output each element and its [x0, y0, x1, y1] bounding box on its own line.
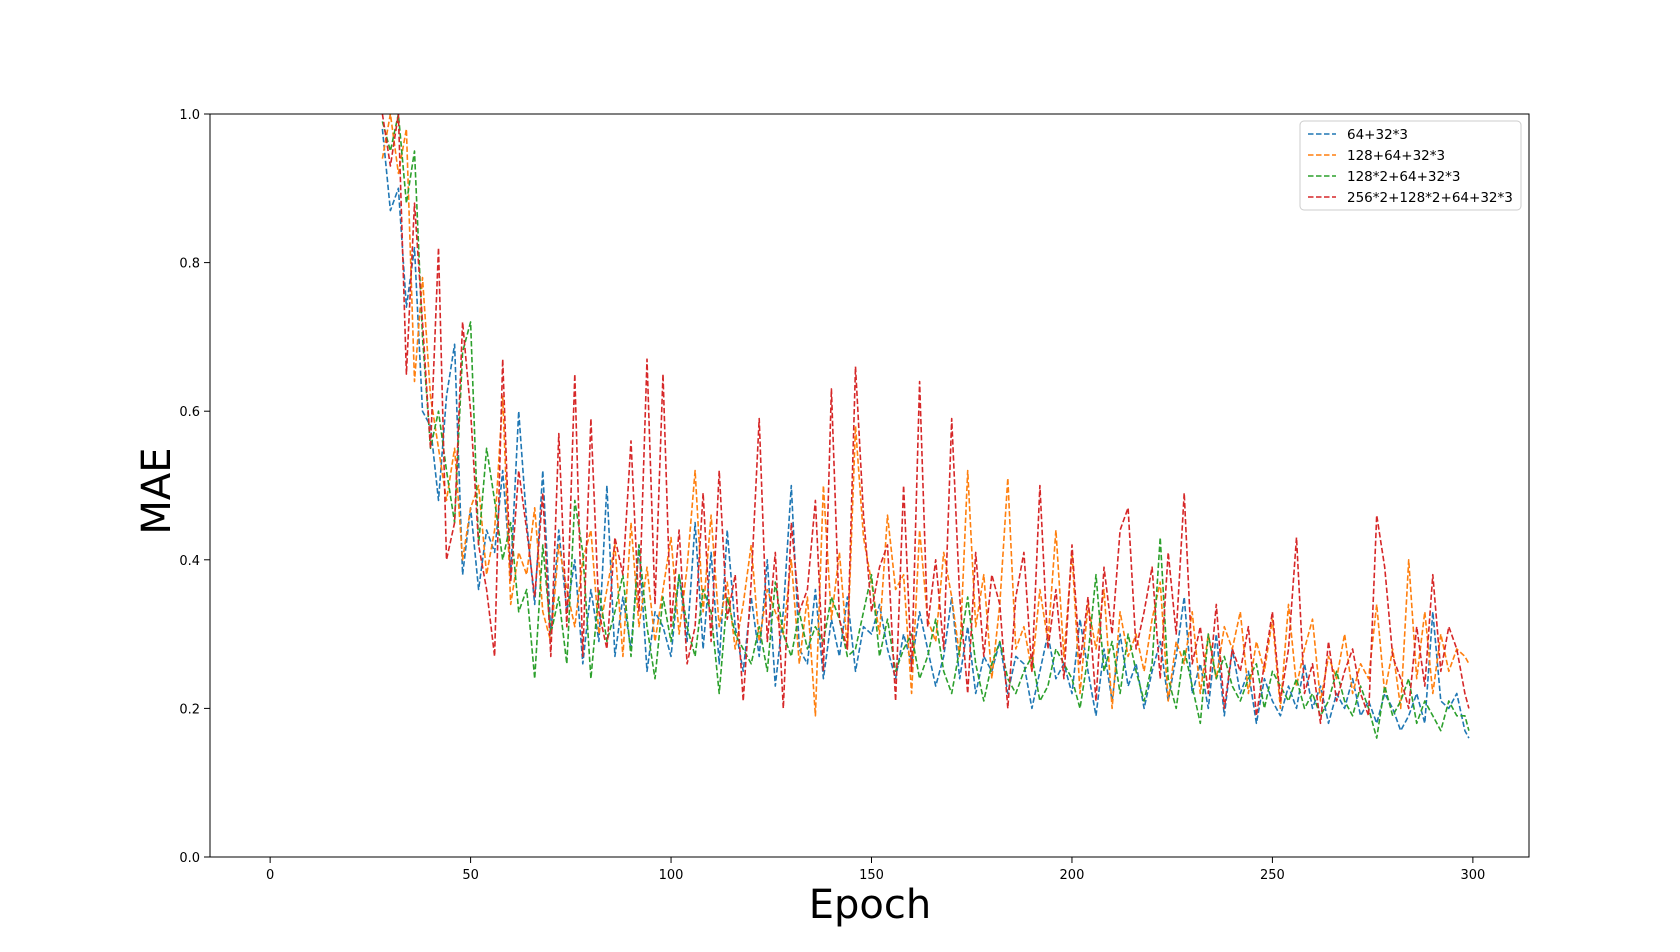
y-tick-label: 0.8 — [179, 257, 200, 272]
x-tick-label: 0 — [266, 868, 274, 883]
series-line-4 — [381, 114, 1470, 725]
y-tick-label: 1.0 — [179, 108, 200, 123]
legend-label: 64+32*3 — [1347, 127, 1408, 143]
x-tick-label: 200 — [1060, 868, 1085, 883]
x-tick-label: 50 — [462, 868, 479, 883]
x-axis-title: Epoch — [809, 882, 931, 928]
x-tick-label: 150 — [859, 868, 884, 883]
series-line-1 — [381, 128, 1470, 739]
legend-box — [1299, 120, 1522, 211]
legend-label: 128*2+64+32*3 — [1347, 169, 1460, 185]
series-line-3 — [381, 114, 1470, 739]
x-tick-label: 100 — [659, 868, 684, 883]
y-axis: 0.0 0.2 0.4 0.6 0.8 1.0 — [179, 108, 210, 866]
x-tick-label: 300 — [1460, 868, 1485, 883]
legend: 64+32*3 128+64+32*3 128*2+64+32*3 256*2+128… — [1299, 120, 1522, 211]
legend-label: 128+64+32*3 — [1347, 148, 1445, 164]
plot-frame — [209, 113, 1530, 858]
series-layer — [381, 114, 1470, 739]
y-axis-title: MAE — [134, 447, 180, 534]
y-tick-label: 0.0 — [179, 851, 200, 866]
legend-label: 256*2+128*2+64+32*3 — [1347, 190, 1513, 206]
x-tick-label: 250 — [1260, 868, 1285, 883]
y-tick-label: 0.2 — [179, 702, 200, 717]
y-tick-label: 0.6 — [179, 405, 200, 420]
y-tick-label: 0.4 — [179, 554, 200, 569]
x-axis: 0 50 100 150 200 250 300 — [266, 857, 1485, 883]
